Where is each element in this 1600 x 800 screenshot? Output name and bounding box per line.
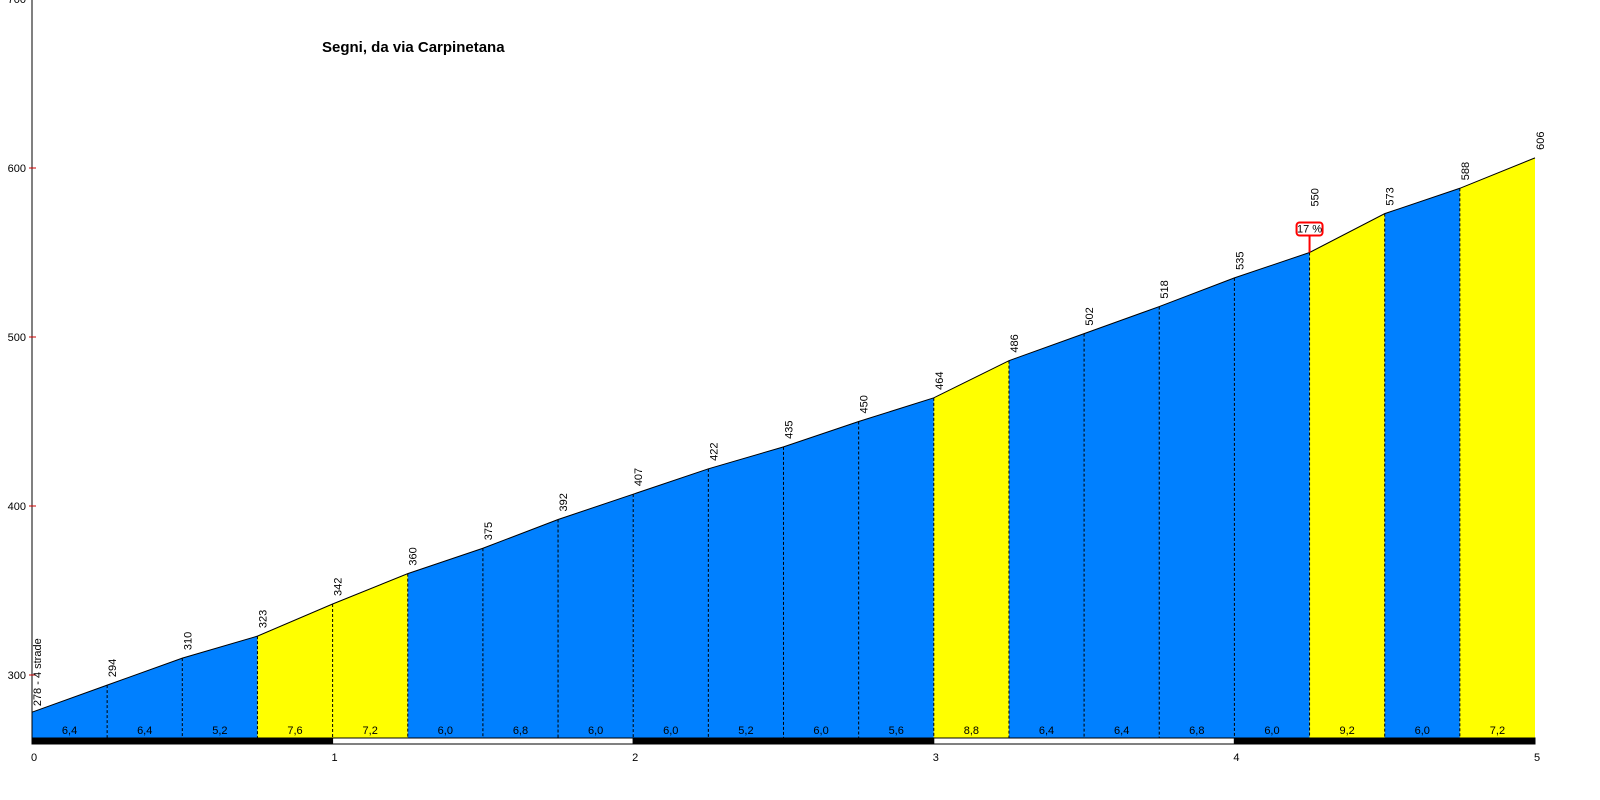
gradient-label: 6,0 xyxy=(1264,725,1279,737)
profile-segment xyxy=(1309,213,1385,738)
elevation-label: 550 xyxy=(1310,188,1322,206)
profile-segment xyxy=(257,604,333,738)
gradient-label: 5,6 xyxy=(889,725,904,737)
elevation-label: 588 xyxy=(1460,162,1472,180)
chart-title: Segni, da via Carpinetana xyxy=(322,39,505,56)
x-tick-label: 5 xyxy=(1534,752,1540,764)
km-bar xyxy=(1233,737,1536,745)
gradient-label: 8,8 xyxy=(964,725,979,737)
elevation-label: 407 xyxy=(633,468,645,486)
profile-segment xyxy=(1234,252,1310,738)
elevation-label: 342 xyxy=(333,578,345,596)
elevation-label: 573 xyxy=(1385,187,1397,205)
elevation-label: 464 xyxy=(934,371,946,389)
gradient-label: 6,0 xyxy=(438,725,453,737)
elevation-label: 375 xyxy=(483,522,495,540)
gradient-label: 6,8 xyxy=(513,725,528,737)
profile-segment xyxy=(107,658,183,738)
profile-segment xyxy=(332,573,408,738)
max-gradient-label: 17 % xyxy=(1297,224,1322,236)
gradient-label: 6,0 xyxy=(813,725,828,737)
elevation-label: 323 xyxy=(257,610,269,628)
elevation-label: 486 xyxy=(1009,334,1021,352)
max-gradient-box xyxy=(1295,221,1324,237)
profile-segment xyxy=(407,548,483,738)
y-tick-label: 400 xyxy=(8,501,26,513)
profile-segment xyxy=(633,468,709,738)
gradient-label: 6,0 xyxy=(588,725,603,737)
y-tick-label: 700 xyxy=(8,0,26,6)
gradient-label: 7,2 xyxy=(363,725,378,737)
gradient-label: 7,2 xyxy=(1490,725,1505,737)
km-bar xyxy=(933,737,1235,745)
gradient-label: 6,4 xyxy=(1114,725,1129,737)
profile-segment xyxy=(1084,306,1160,738)
profile-segment xyxy=(32,685,108,738)
profile-segment xyxy=(182,636,258,738)
x-tick-label: 2 xyxy=(632,752,638,764)
gradient-label: 6,4 xyxy=(62,725,77,737)
km-bar xyxy=(632,737,935,745)
elevation-label: 535 xyxy=(1234,251,1246,269)
y-tick-label: 600 xyxy=(8,163,26,175)
gradient-label: 6,4 xyxy=(137,725,152,737)
elevation-label: 422 xyxy=(708,442,720,460)
km-bar xyxy=(31,737,334,745)
elevation-label: 294 xyxy=(107,659,119,677)
y-tick-label: 500 xyxy=(8,332,26,344)
gradient-label: 6,0 xyxy=(1415,725,1430,737)
profile-segment xyxy=(708,446,784,738)
elevation-label: 518 xyxy=(1159,280,1171,298)
profile-segment xyxy=(558,494,634,738)
profile-segment xyxy=(933,360,1009,738)
profile-segment xyxy=(1159,277,1235,738)
elevation-label: 450 xyxy=(859,395,871,413)
profile-segment xyxy=(1008,333,1085,738)
gradient-label: 9,2 xyxy=(1339,725,1354,737)
elevation-label: 435 xyxy=(784,420,796,438)
y-tick-label: 300 xyxy=(8,670,26,682)
profile-segment xyxy=(783,421,859,738)
gradient-label: 5,2 xyxy=(212,725,227,737)
elevation-label: 360 xyxy=(408,547,420,565)
gradient-label: 6,8 xyxy=(1189,725,1204,737)
elevation-label: 502 xyxy=(1084,307,1096,325)
gradient-label: 6,0 xyxy=(663,725,678,737)
km-bar xyxy=(332,737,634,745)
x-tick-label: 3 xyxy=(933,752,939,764)
x-tick-label: 4 xyxy=(1233,752,1239,764)
profile-segment xyxy=(858,397,934,738)
elevation-label: 278 - 4 strade xyxy=(32,638,44,706)
gradient-label: 6,4 xyxy=(1039,725,1054,737)
x-tick-label: 1 xyxy=(332,752,338,764)
profile-segment xyxy=(1384,188,1460,738)
elevation-label: 392 xyxy=(558,493,570,511)
profile-segment xyxy=(482,519,559,738)
gradient-label: 5,2 xyxy=(738,725,753,737)
x-tick-label: 0 xyxy=(31,752,37,764)
elevation-label: 606 xyxy=(1535,132,1547,150)
gradient-label: 7,6 xyxy=(287,725,302,737)
profile-segment xyxy=(1459,157,1535,739)
elevation-label: 310 xyxy=(182,632,194,650)
